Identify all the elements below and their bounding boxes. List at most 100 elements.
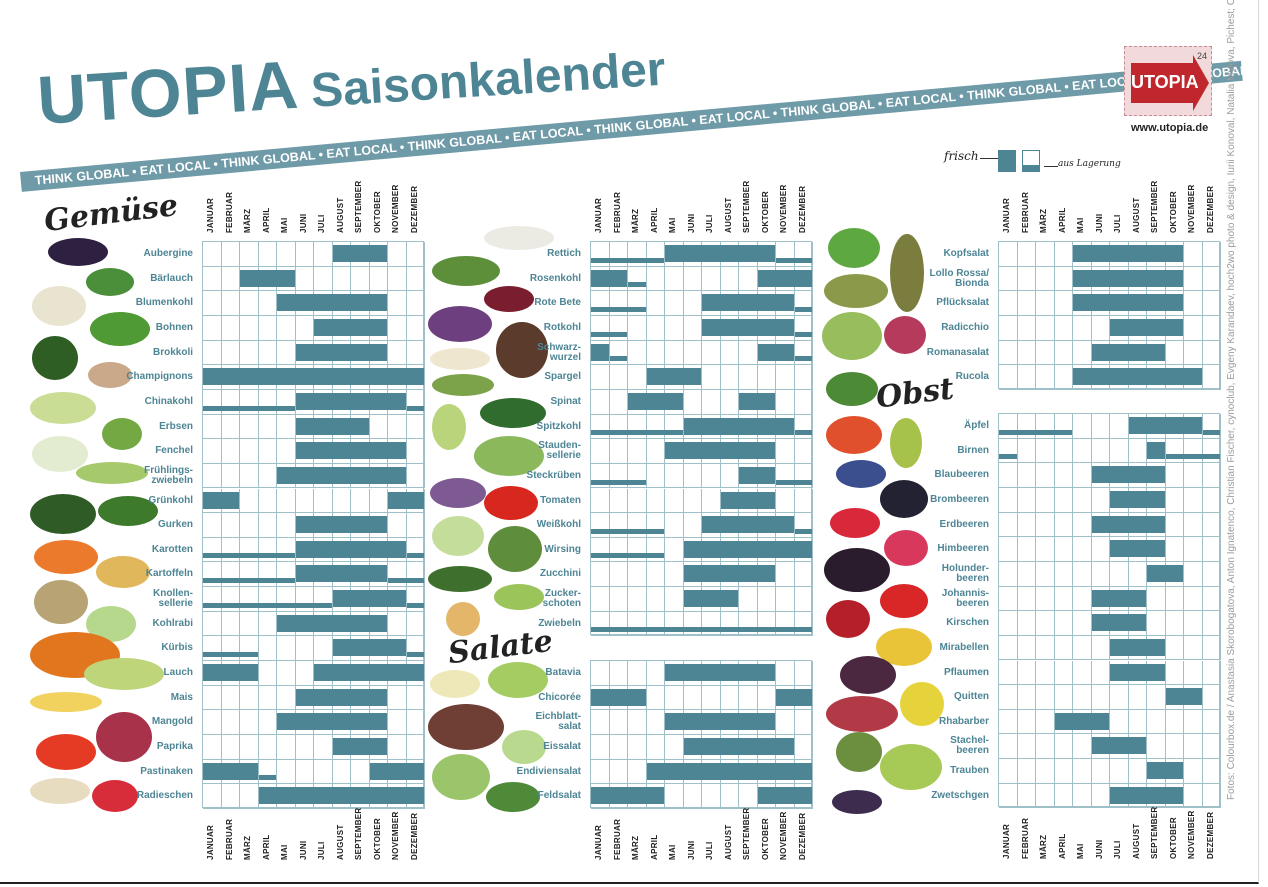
month-cell	[646, 414, 665, 440]
month-cell	[1036, 438, 1055, 464]
month-cell	[999, 783, 1018, 809]
month-cell	[999, 561, 1018, 587]
fresh-bar	[1165, 688, 1202, 706]
produce-label: Paprika	[156, 741, 193, 752]
month-label: SEPTEMBER	[1150, 180, 1159, 234]
storage-bar	[258, 775, 276, 781]
storage-bar	[999, 429, 1072, 435]
fresh-bar	[1054, 712, 1109, 730]
month-cell	[369, 340, 388, 366]
month-cell	[1110, 759, 1129, 784]
month-cell	[388, 636, 407, 662]
month-cell	[609, 266, 628, 292]
calendar-grid: Kopfsalat Lollo Rossa/ Bionda Pflücksalat R…	[927, 241, 1221, 390]
month-cell	[1184, 635, 1203, 661]
celeriac-icon	[34, 580, 88, 624]
month-cell	[1036, 635, 1055, 661]
month-cell	[295, 266, 314, 292]
produce-label: Chinakohl	[144, 395, 193, 407]
legend-storage-swatch	[1022, 150, 1040, 172]
raspberry-icon	[884, 530, 928, 566]
month-cell	[406, 439, 425, 464]
batavia-icon	[488, 662, 548, 698]
month-cell	[1073, 315, 1092, 341]
month-cell	[203, 291, 222, 316]
month-cell	[369, 266, 388, 292]
month-cell	[646, 710, 665, 735]
storage-bar	[203, 578, 295, 584]
month-cell	[1202, 414, 1221, 439]
month-cell	[1036, 365, 1055, 390]
month-cell	[702, 611, 721, 637]
month-cell	[1017, 561, 1036, 587]
produce-label: Stachel- beeren	[950, 735, 989, 757]
month-cell	[388, 513, 407, 538]
month-cell	[258, 389, 277, 415]
month-cell	[999, 611, 1018, 636]
month-cell	[609, 537, 628, 563]
month-cell	[1036, 685, 1055, 710]
month-cell	[646, 242, 665, 267]
produce-label: Rotkohl	[543, 321, 581, 333]
month-cell	[1017, 291, 1036, 316]
month-cell	[406, 636, 425, 662]
month-cell	[683, 463, 702, 489]
month-cell	[203, 562, 222, 588]
month-cell	[277, 735, 296, 760]
month-cell	[240, 759, 259, 785]
month-cell	[221, 463, 240, 489]
fresh-bar	[277, 466, 406, 484]
month-cell	[1036, 315, 1055, 341]
produce-label: Rhabarber	[938, 715, 989, 727]
lollo-rossa-icon	[824, 274, 888, 308]
month-label: JUNI	[298, 840, 308, 860]
month-cell	[683, 266, 702, 292]
fresh-bar	[757, 269, 812, 287]
pick-lettuce-icon	[890, 234, 924, 312]
produce-label: Radieschen	[136, 790, 193, 802]
month-cell	[609, 587, 628, 612]
month-cell	[1202, 759, 1221, 784]
produce-label: Knollen- sellerie	[153, 588, 193, 610]
month-cell	[591, 611, 610, 637]
cucumber-icon	[98, 496, 158, 526]
month-cell	[1202, 463, 1221, 488]
month-cell	[388, 537, 407, 563]
month-cell	[1147, 635, 1166, 661]
fresh-bar	[1091, 466, 1165, 484]
website-link[interactable]: www.utopia.de	[1131, 122, 1209, 134]
month-cell	[665, 414, 684, 440]
month-cell	[1184, 561, 1203, 587]
produce-label: Endiviensalat	[516, 765, 581, 777]
utopia-logo[interactable]: UTOPIA 24	[1124, 46, 1212, 116]
fresh-bar	[1073, 294, 1183, 312]
fresh-bar	[665, 713, 775, 731]
month-label: MAI	[1076, 843, 1085, 860]
month-cell	[406, 735, 425, 760]
month-cell	[369, 685, 388, 711]
month-cell	[999, 414, 1018, 439]
month-cell	[646, 685, 665, 711]
produce-label: Bohnen	[155, 321, 193, 333]
month-cell	[1165, 709, 1184, 735]
logo-arrow-icon	[1193, 55, 1209, 111]
month-label: DEZEMBER	[409, 812, 419, 860]
mushroom-icon	[88, 362, 132, 388]
month-cell	[609, 340, 628, 366]
month-cell	[999, 365, 1018, 390]
month-cell	[1017, 340, 1036, 366]
month-cell	[591, 710, 610, 735]
month-cell	[1184, 660, 1203, 686]
month-cell	[388, 414, 407, 440]
month-cell	[240, 463, 259, 489]
month-label: MAI	[280, 217, 289, 233]
month-cell	[1147, 340, 1166, 366]
month-cell	[1017, 635, 1036, 661]
month-cell	[665, 537, 684, 563]
month-cell	[757, 611, 776, 637]
month-cell	[1091, 315, 1110, 341]
month-label: JUNI	[1094, 213, 1104, 233]
produce-label: Wirsing	[544, 543, 581, 555]
month-cell	[221, 784, 240, 809]
month-label: MÄRZ	[243, 208, 252, 233]
